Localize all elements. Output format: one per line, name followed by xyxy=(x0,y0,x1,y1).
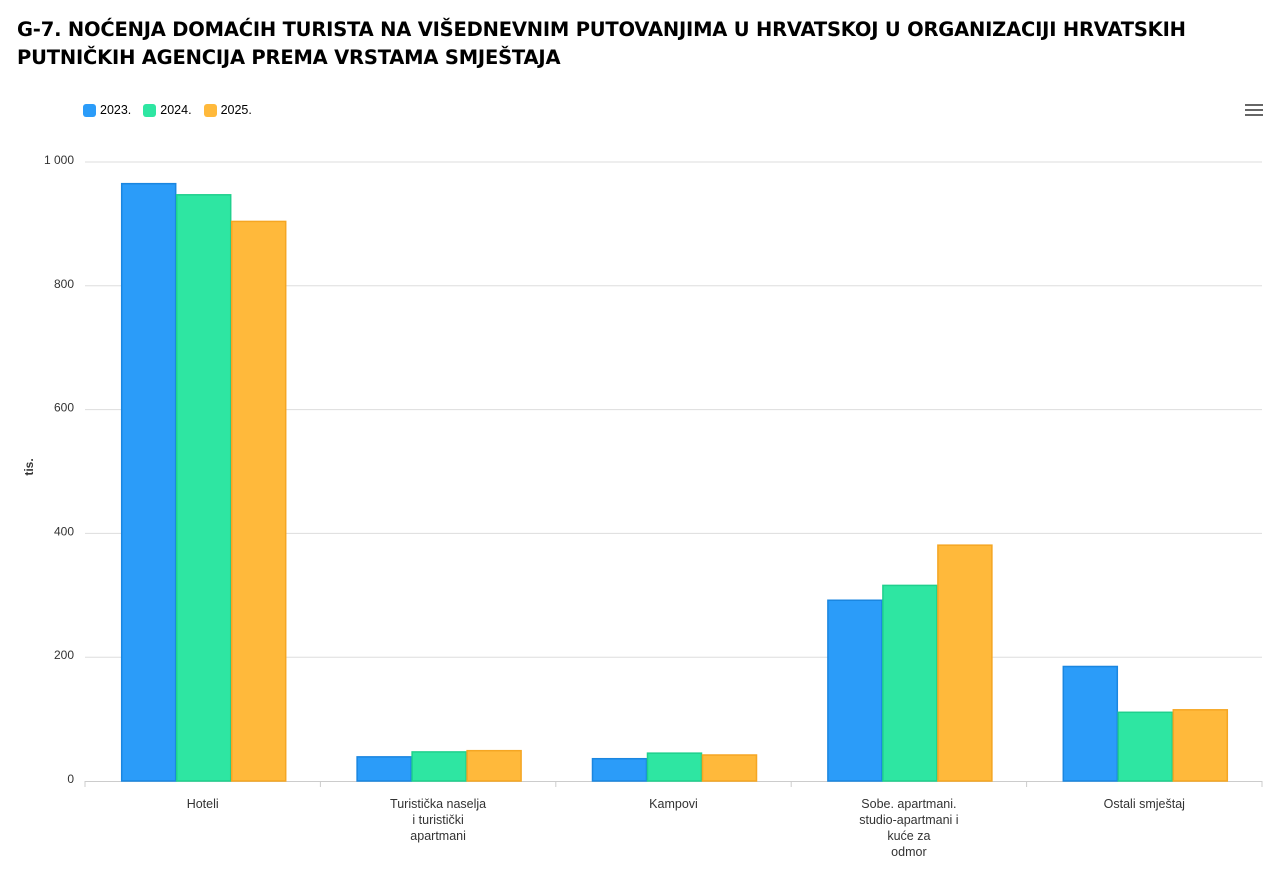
x-category-label: Ostali smještaj xyxy=(1104,797,1185,811)
y-tick-label: 200 xyxy=(54,648,74,662)
x-category-label: Sobe. apartmani. studio-apartmani i kuće z… xyxy=(859,797,958,859)
bar-2023-1 xyxy=(356,756,412,782)
hamburger-menu-icon[interactable] xyxy=(1242,100,1266,120)
y-axis-label: tis. xyxy=(22,458,36,475)
legend-label-2024: 2024. xyxy=(160,103,192,117)
legend-label-2025: 2025. xyxy=(220,103,252,117)
y-tick-label: 800 xyxy=(54,277,74,291)
bar-2025-3 xyxy=(937,544,993,782)
bar-2023-4 xyxy=(1062,665,1119,782)
bar-2024-3 xyxy=(882,584,938,782)
chart-legend: 2023. 2024. 2025. xyxy=(83,103,252,117)
bar-2024-0 xyxy=(175,194,232,782)
bar-2024-2 xyxy=(646,752,703,782)
bar-2023-2 xyxy=(591,757,648,782)
bar-2025-2 xyxy=(701,754,758,782)
bar-2023-0 xyxy=(120,182,177,782)
legend-label-2023: 2023. xyxy=(100,103,132,117)
legend-item-2023[interactable]: 2023. xyxy=(83,103,131,117)
bar-2025-0 xyxy=(230,220,287,782)
legend-swatch-2023 xyxy=(83,103,96,117)
legend-swatch-2025 xyxy=(203,103,217,117)
bar-2024-4 xyxy=(1117,711,1174,782)
x-category-label: Hoteli xyxy=(187,797,219,811)
x-category-label: Kampovi xyxy=(649,797,698,811)
y-tick-label: 600 xyxy=(54,401,74,415)
y-tick-label: 0 xyxy=(67,772,74,786)
bar-2024-1 xyxy=(411,751,467,782)
legend-item-2024[interactable]: 2024. xyxy=(143,103,192,117)
page-title: G-7. NOĆENJA DOMAĆIH TURISTA NA VIŠEDNEV… xyxy=(17,18,1186,69)
bar-2025-4 xyxy=(1172,709,1229,782)
legend-swatch-2024 xyxy=(143,103,157,117)
bar-2025-1 xyxy=(466,749,522,782)
y-tick-label: 1 000 xyxy=(44,153,74,167)
x-category-label: Turistička naselja i turistički apartmani xyxy=(390,797,486,843)
legend-item-2025[interactable]: 2025. xyxy=(203,103,252,117)
y-tick-label: 400 xyxy=(54,524,74,538)
bar-2023-3 xyxy=(827,599,883,782)
